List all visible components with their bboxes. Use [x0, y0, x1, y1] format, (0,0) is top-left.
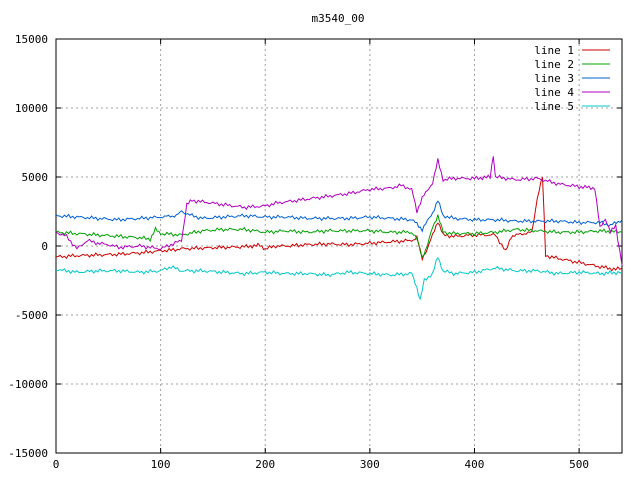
- x-tick-label: 400: [465, 458, 485, 471]
- series-line-5: [55, 256, 623, 301]
- legend-label-5: line 5: [534, 100, 574, 113]
- x-tick-label: 500: [569, 458, 589, 471]
- series-line-4: [55, 156, 623, 266]
- y-tick-label: -5000: [15, 309, 48, 322]
- y-tick-label: -10000: [8, 378, 48, 391]
- x-tick-label: 200: [255, 458, 275, 471]
- legend-label-1: line 1: [534, 44, 574, 57]
- axes: 0 100 200 300 400 500 -15000 -10000 -5000 0 5000 10…: [8, 33, 623, 471]
- legend-label-4: line 4: [534, 86, 574, 99]
- x-tick-label: 300: [360, 458, 380, 471]
- y-tick-label: -15000: [8, 447, 48, 460]
- series-line-1: [55, 177, 623, 272]
- y-tick-label: 0: [41, 240, 48, 253]
- legend-label-2: line 2: [534, 58, 574, 71]
- grid: [56, 39, 622, 453]
- x-tick-label: 100: [151, 458, 171, 471]
- series-lines: [55, 156, 623, 301]
- series-line-2: [55, 214, 623, 258]
- x-tick-label: 0: [53, 458, 60, 471]
- series-line-3: [55, 200, 623, 233]
- chart-title: m3540_00: [312, 12, 365, 25]
- legend-label-3: line 3: [534, 72, 574, 85]
- y-tick-label: 10000: [15, 102, 48, 115]
- y-tick-label: 15000: [15, 33, 48, 46]
- y-tick-label: 5000: [22, 171, 49, 184]
